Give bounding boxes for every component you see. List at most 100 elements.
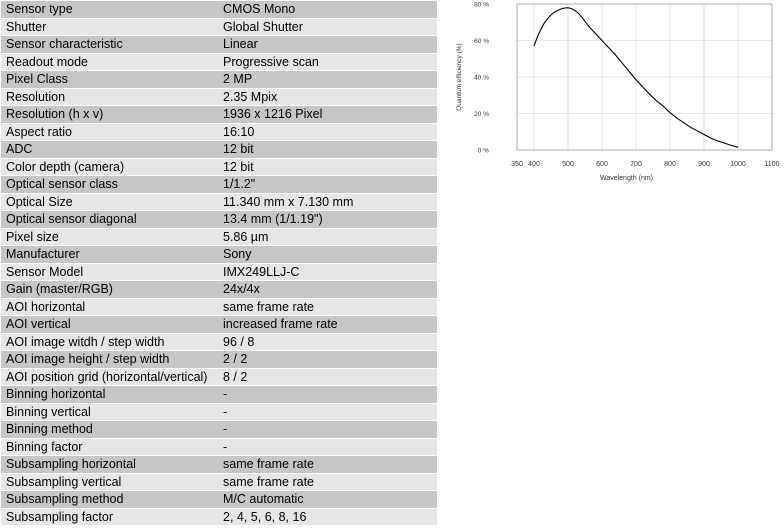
spec-row: Readout mode Progressive scan: [1, 53, 437, 71]
spec-label: Subsampling factor: [1, 508, 218, 526]
quantum-efficiency-chart: 350 400 500 600 700 800 900 1000 1100 0 % 20 % 40 %…: [456, 2, 780, 183]
spec-value: 2 / 2: [218, 350, 437, 369]
spec-row: Aspect ratio 16:10: [1, 123, 437, 141]
plot-frame: [516, 3, 773, 151]
spec-label: Pixel size: [1, 228, 218, 246]
spec-label: AOI position grid (horizontal/vertical): [1, 368, 218, 386]
series-line: [533, 7, 739, 148]
spec-label: Optical Size: [1, 193, 218, 211]
spec-label: AOI horizontal: [1, 298, 218, 316]
spec-label: Manufacturer: [1, 245, 218, 264]
chart-ticks: 350 400 500 600 700 800 900 1000 1100 0 % 20 % 40 %…: [474, 2, 779, 169]
spec-row: Shutter Global Shutter: [1, 18, 437, 36]
spec-value: Global Shutter: [218, 18, 437, 36]
spec-value: Progressive scan: [218, 53, 437, 71]
spec-row: Optical Size 11.340 mm x 7.130 mm: [1, 193, 437, 211]
spec-value: same frame rate: [218, 298, 437, 316]
spec-row: Subsampling horizontal same frame rate: [1, 455, 437, 474]
x-tick-label: 600: [596, 161, 608, 168]
x-tick-label: 400: [528, 161, 540, 168]
spec-label: Subsampling horizontal: [1, 455, 218, 474]
spec-row: Gain (master/RGB) 24x/4x: [1, 280, 437, 299]
spec-value: -: [218, 403, 437, 421]
spec-row: Color depth (camera) 12 bit: [1, 158, 437, 176]
spec-value: 12 bit: [218, 158, 437, 176]
spec-row: Sensor characteristic Linear: [1, 35, 437, 54]
spec-value: -: [218, 420, 437, 439]
spec-row: Subsampling method M/C automatic: [1, 490, 437, 509]
y-tick-label: 20 %: [474, 111, 489, 118]
spec-row: ADC 12 bit: [1, 140, 437, 159]
spec-row: Resolution 2.35 Mpix: [1, 88, 437, 106]
spec-value: 16:10: [218, 123, 437, 141]
spec-row: AOI horizontal same frame rate: [1, 298, 437, 316]
spec-label: Binning vertical: [1, 403, 218, 421]
spec-label: Resolution (h x v): [1, 105, 218, 124]
spec-label: Shutter: [1, 18, 218, 36]
x-tick-label: 500: [562, 161, 574, 168]
spec-value: same frame rate: [218, 455, 437, 474]
spec-row: AOI image witdh / step width 96 / 8: [1, 333, 437, 351]
spec-label: Subsampling vertical: [1, 473, 218, 491]
spec-label: AOI vertical: [1, 315, 218, 334]
spec-label: Sensor characteristic: [1, 35, 218, 54]
spec-value: increased frame rate: [218, 315, 437, 334]
spec-value: 13.4 mm (1/1.19"): [218, 210, 437, 229]
x-tick-label: 1100: [764, 161, 779, 168]
x-tick-label: 900: [698, 161, 710, 168]
spec-label: Gain (master/RGB): [1, 280, 218, 299]
spec-row: AOI image height / step width 2 / 2: [1, 350, 437, 369]
spec-label: Binning method: [1, 420, 218, 439]
spec-row: Sensor type CMOS Mono: [1, 1, 437, 19]
spec-row: Subsampling factor 2, 4, 5, 6, 8, 16: [1, 508, 437, 526]
spec-value: Sony: [218, 245, 437, 264]
x-tick-label: 350: [511, 161, 523, 168]
spec-table-body: Sensor type CMOS Mono Shutter Global Shutte…: [1, 1, 437, 526]
spec-value: 8 / 2: [218, 368, 437, 386]
spec-value: 2, 4, 5, 6, 8, 16: [218, 508, 437, 526]
spec-value: 1/1.2": [218, 175, 437, 194]
spec-value: CMOS Mono: [218, 1, 437, 19]
spec-row: Optical sensor diagonal 13.4 mm (1/1.19"): [1, 210, 437, 229]
spec-label: AOI image witdh / step width: [1, 333, 218, 351]
spec-label: AOI image height / step width: [1, 350, 218, 369]
spec-value: 1936 x 1216 Pixel: [218, 105, 437, 124]
spec-table: Sensor type CMOS Mono Shutter Global Shutte…: [1, 1, 437, 526]
spec-label: ADC: [1, 140, 218, 159]
spec-label: Optical sensor class: [1, 175, 218, 194]
y-tick-label: 80 %: [474, 2, 489, 9]
spec-value: 12 bit: [218, 140, 437, 159]
spec-row: Binning factor -: [1, 438, 437, 456]
spec-row: AOI position grid (horizontal/vertical) 8…: [1, 368, 437, 386]
spec-label: Readout mode: [1, 53, 218, 71]
spec-value: same frame rate: [218, 473, 437, 491]
spec-label: Color depth (camera): [1, 158, 218, 176]
spec-label: Pixel Class: [1, 70, 218, 89]
spec-row: Resolution (h x v) 1936 x 1216 Pixel: [1, 105, 437, 124]
x-tick-label: 700: [630, 161, 642, 168]
spec-row: Optical sensor class 1/1.2": [1, 175, 437, 194]
spec-label: Subsampling method: [1, 490, 218, 509]
spec-value: 2.35 Mpix: [218, 88, 437, 106]
y-tick-label: 40 %: [474, 75, 489, 82]
spec-label: Binning factor: [1, 438, 218, 456]
spec-label: Binning horizontal: [1, 385, 218, 404]
spec-row: AOI vertical increased frame rate: [1, 315, 437, 334]
spec-row: Binning horizontal -: [1, 385, 437, 404]
spec-value: 11.340 mm x 7.130 mm: [218, 193, 437, 211]
spec-label: Sensor Model: [1, 263, 218, 281]
spec-label: Sensor type: [1, 1, 218, 19]
spec-label: Resolution: [1, 88, 218, 106]
spec-value: Linear: [218, 35, 437, 54]
spec-row: Sensor Model IMX249LLJ-C: [1, 263, 437, 281]
x-tick-label: 1000: [730, 161, 746, 168]
spec-row: Binning vertical -: [1, 403, 437, 421]
spec-row: Subsampling vertical same frame rate: [1, 473, 437, 491]
spec-row: Binning method -: [1, 420, 437, 439]
spec-label: Aspect ratio: [1, 123, 218, 141]
spec-row: Pixel Class 2 MP: [1, 70, 437, 89]
x-axis-label: Wavelength (nm): [600, 175, 653, 182]
chart-grid: [516, 3, 773, 151]
spec-row: Manufacturer Sony: [1, 245, 437, 264]
spec-value: M/C automatic: [218, 490, 437, 509]
